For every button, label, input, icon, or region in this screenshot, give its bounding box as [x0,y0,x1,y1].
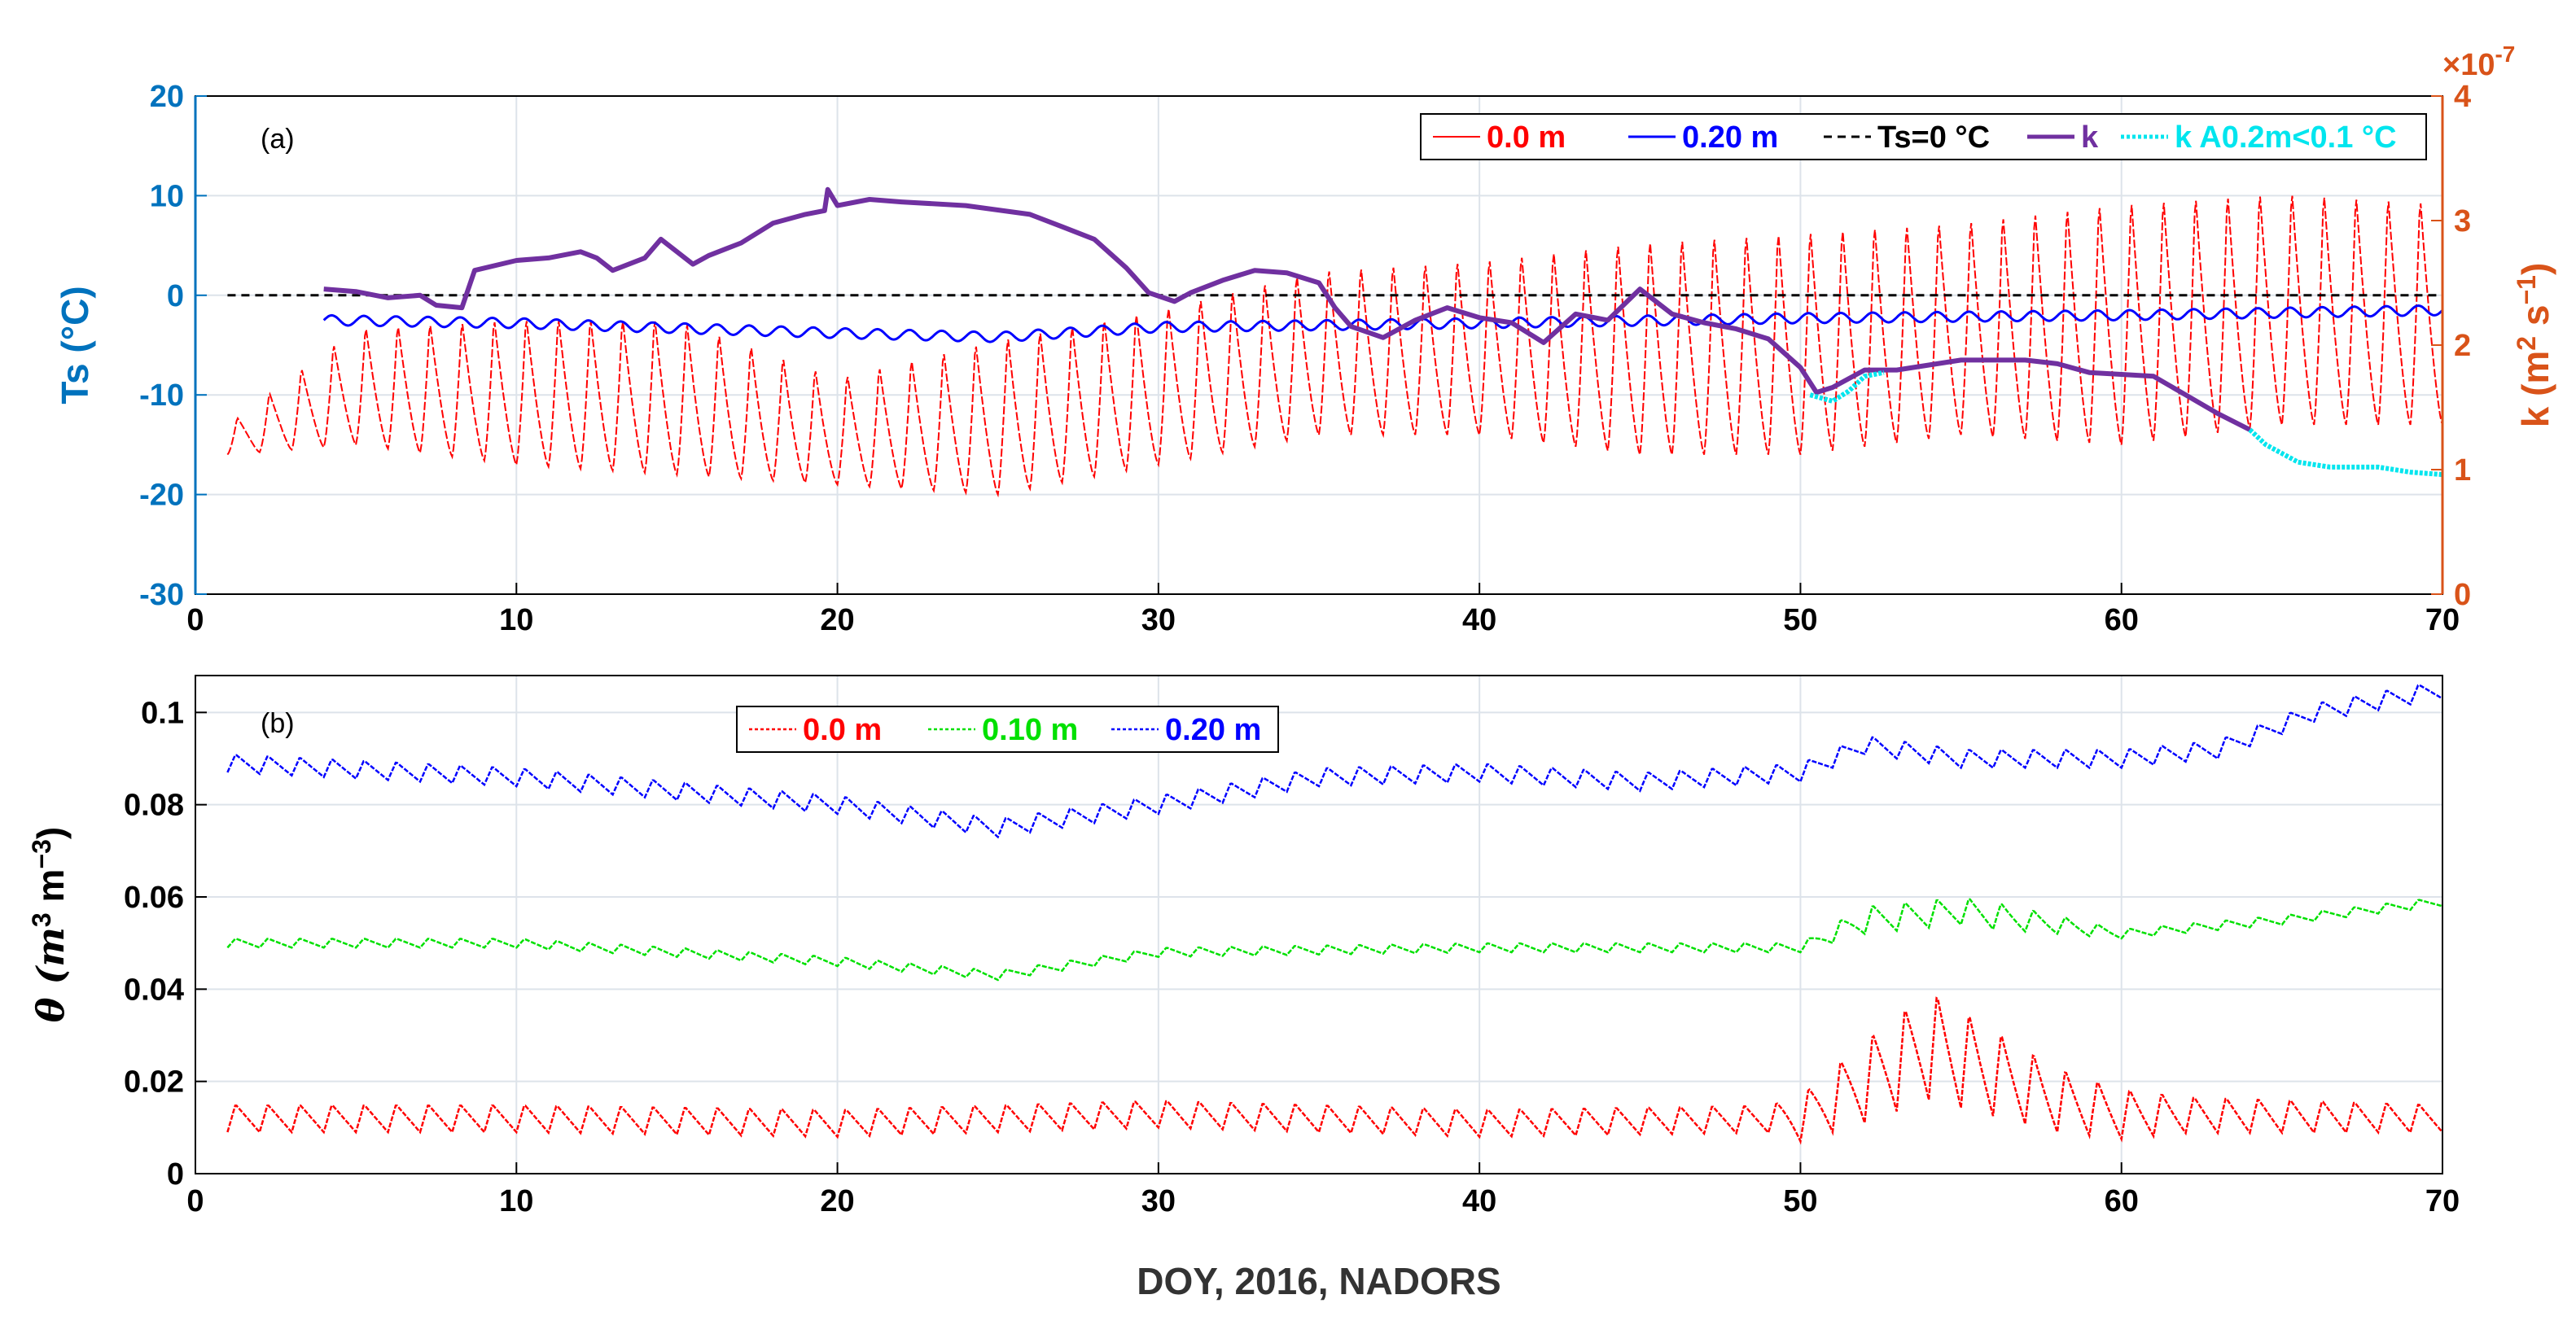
panel-a-grid [195,96,2442,594]
panel-a-left-ylabel: Ts (°C) [54,286,96,404]
legend-a-item: k [2081,120,2099,155]
panel-a-data [226,186,2444,498]
panel-a-ytick-right-label: 3 [2454,204,2471,238]
panel-a-right-ylabel: k (m2 s−1) [2512,263,2556,428]
panel-a-legend: 0.0 m 0.20 m Ts=0 °C k k A0.2m<0.1 °C [1420,113,2427,160]
panel-a-multiplier: ×10-7 [2442,42,2515,82]
panel-a-ytick-left-label: 20 [150,80,184,114]
series-b-00 [226,996,2443,1145]
panel-b-xtick-label: 60 [2105,1184,2139,1218]
series-b-010 [226,898,2443,982]
panel-b-ylabel: θ (m3 m−3) [27,827,72,1022]
panel-a-legend-box [1420,113,2427,160]
legend-a-item: k A0.2m<0.1 °C [2175,120,2397,155]
panel-b-legend-box [736,706,1279,753]
panel-a-xtick-label: 70 [2425,603,2460,637]
panel-b-xtick-label: 70 [2425,1184,2460,1218]
panel-a-xtick-label: 50 [1783,603,1817,637]
series-k-frozen [1809,370,1885,405]
panel-b-ticks: 0 10 20 30 40 50 60 70 0 0.02 0.04 0.06 0.08 0.1 [124,696,2460,1218]
panel-a-ytick-left-label: -20 [139,479,184,513]
series-a-0-20m [322,304,2444,343]
legend-a-item: 0.0 m [1487,120,1566,155]
panel-a-xtick-label: 40 [1462,603,1496,637]
panel-b-xtick-label: 0 [186,1184,204,1218]
panel-a-xtick-label: 20 [820,603,854,637]
panel-b-data [226,684,2443,1145]
panel-a-ytick-left-label: 10 [150,179,184,213]
panel-b-ytick-label: 0.08 [124,789,184,823]
panel-b-xtick-label: 20 [820,1184,854,1218]
panel-a-plot: 0 10 20 30 40 50 60 70 -30 -20 -10 0 10 20 0 1 2 3 4 (a) ×… [54,42,2556,637]
panel-a-ytick-right-label: 0 [2454,578,2471,612]
panel-b-ytick-label: 0.02 [124,1065,184,1100]
panel-b-ytick-label: 0.06 [124,881,184,915]
panel-b-label: (b) [261,708,295,739]
legend-b-item: 0.10 m [982,713,1078,747]
panel-a-xtick-label: 0 [186,603,204,637]
panel-b-xtick-label: 30 [1141,1184,1176,1218]
panel-a-label: (a) [261,124,295,155]
panel-b-xtick-label: 40 [1462,1184,1496,1218]
panel-a-xtick-label: 60 [2105,603,2139,637]
series-k [323,186,2251,432]
series-a-0-0m [226,195,2443,498]
legend-b-item: 0.20 m [1165,713,1261,747]
panel-a-xtick-label: 10 [499,603,533,637]
panel-b-ytick-label: 0.1 [141,696,184,730]
series-b-020 [226,684,2443,839]
legend-a-item: Ts=0 °C [1877,120,1990,155]
legend-a-item: 0.20 m [1682,120,1778,155]
panel-a-ytick-right-label: 1 [2454,453,2471,488]
panel-b-frame [195,675,2443,1174]
panel-b-grid [195,676,2442,1174]
series-k-frozen [2248,427,2443,478]
panel-b-legend: 0.0 m 0.10 m 0.20 m [736,706,1279,753]
panel-b-ytick-label: 0.04 [124,973,184,1007]
panel-a-ytick-left-label: -30 [139,578,184,612]
panel-a-ytick-right-label: 4 [2454,80,2471,114]
panel-a-ytick-left-label: 0 [167,279,184,313]
panel-a-ytick-right-label: 2 [2454,329,2471,363]
legend-b-item: 0.0 m [803,713,882,747]
panel-a-xtick-label: 30 [1141,603,1176,637]
x-axis-label: DOY, 2016, NADORS [1137,1260,1500,1302]
panel-b-xtick-label: 50 [1783,1184,1817,1218]
panel-a-ticks: 0 10 20 30 40 50 60 70 -30 -20 -10 0 10 20 0 1 2 3 4 [139,80,2471,637]
panel-a-ytick-left-label: -10 [139,378,184,413]
panel-b-xtick-label: 10 [499,1184,533,1218]
panel-b-ytick-label: 0 [167,1157,184,1192]
